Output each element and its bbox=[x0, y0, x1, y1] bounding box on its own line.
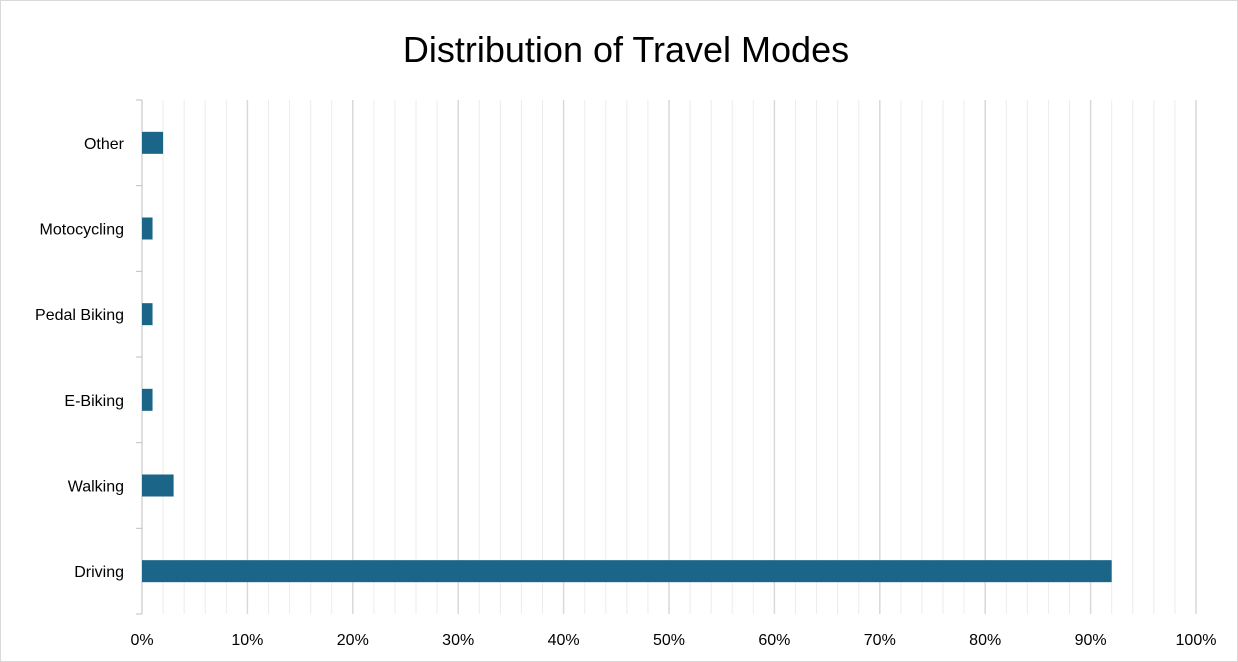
bar-walking bbox=[142, 474, 174, 497]
x-tick-label: 0% bbox=[130, 632, 153, 649]
bar-other bbox=[142, 131, 164, 154]
x-tick-label: 10% bbox=[231, 632, 263, 649]
bar-pedal-biking bbox=[142, 303, 153, 326]
x-tick-label: 50% bbox=[653, 632, 685, 649]
value-axis: 0% 10% 20% 30% 40% 50% 60% 70% 80% 90% 100% bbox=[130, 99, 1217, 649]
category-label: Driving bbox=[74, 564, 124, 581]
bar-driving bbox=[142, 560, 1112, 583]
category-label: E-Biking bbox=[64, 393, 124, 410]
category-label: Pedal Biking bbox=[35, 307, 124, 324]
category-label: Motocycling bbox=[40, 222, 124, 239]
x-tick-label: 80% bbox=[969, 632, 1001, 649]
gridlines bbox=[162, 100, 1197, 614]
x-tick-label: 70% bbox=[864, 632, 896, 649]
x-tick-label: 60% bbox=[758, 632, 790, 649]
chart-title: Distribution of Travel Modes bbox=[403, 29, 849, 70]
x-tick-label: 30% bbox=[442, 632, 474, 649]
bar-motocycling bbox=[142, 217, 153, 240]
x-tick-label: 40% bbox=[548, 632, 580, 649]
x-tick-label: 100% bbox=[1176, 632, 1217, 649]
bar-e-biking bbox=[142, 388, 153, 411]
category-label: Other bbox=[84, 136, 125, 153]
category-label: Walking bbox=[68, 479, 124, 496]
x-tick-label: 20% bbox=[337, 632, 369, 649]
bars bbox=[142, 131, 1112, 583]
category-axis: Driving Walking E-Biking Pedal Biking Motocy… bbox=[35, 136, 125, 581]
x-tick-label: 90% bbox=[1075, 632, 1107, 649]
